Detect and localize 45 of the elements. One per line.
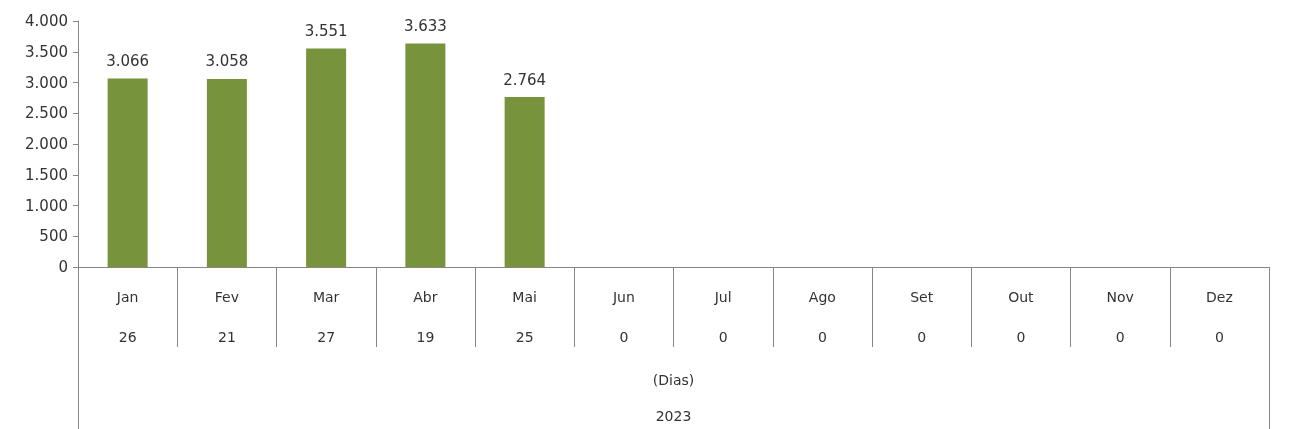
text: 0 <box>718 329 728 345</box>
x-tick-label: Mai <box>512 289 537 305</box>
text: 0 <box>619 329 629 345</box>
data-label: 3.066 <box>106 51 150 70</box>
text: (Dias) <box>652 372 695 388</box>
y-tick-label: 2.500 <box>25 104 68 123</box>
data-label: 3.551 <box>304 22 348 41</box>
bar <box>405 43 446 267</box>
text: 25 <box>515 329 534 345</box>
text: 2023 <box>655 408 692 424</box>
text: 0 <box>1016 329 1026 345</box>
x-tick-label: Abr <box>413 289 438 305</box>
y-tick-label: 4.000 <box>25 12 68 30</box>
text: 27 <box>317 329 336 345</box>
y-tick-label: 2.000 <box>25 135 68 153</box>
y-tick-label: 3.000 <box>25 73 68 92</box>
text: 19 <box>416 329 435 345</box>
x-tick-label: Ago <box>808 289 836 305</box>
text: 21 <box>217 329 236 345</box>
text: 0 <box>1115 329 1125 345</box>
y-tick-label: 1.500 <box>25 165 68 184</box>
text: 0 <box>1214 329 1224 345</box>
text: 0 <box>917 329 927 345</box>
bar <box>206 78 247 267</box>
x-tick-label: Nov <box>1106 289 1134 305</box>
y-tick-label: 1.000 <box>25 196 68 215</box>
x-tick-label: Set <box>910 289 934 305</box>
x-tick-label: Jun <box>611 289 635 305</box>
y-tick-label: 0 <box>58 258 68 276</box>
x-tick-label: Out <box>1008 289 1035 305</box>
bar <box>306 48 347 267</box>
bar <box>504 97 545 267</box>
y-tick-label: 500 <box>39 227 68 246</box>
x-tick-label: Jan <box>115 289 139 305</box>
x-tick-label: Mar <box>312 289 340 305</box>
data-label: 3.633 <box>403 17 447 36</box>
text: 0 <box>817 329 827 345</box>
x-tick-label: Jul <box>713 289 732 305</box>
x-tick-label: Fev <box>214 289 239 305</box>
data-label: 2.764 <box>503 70 547 89</box>
x-tick-label: Dez <box>1206 289 1233 305</box>
bar <box>107 78 148 267</box>
data-label: 3.058 <box>205 52 249 71</box>
y-tick-label: 3.500 <box>25 42 68 61</box>
text: 26 <box>118 329 137 345</box>
